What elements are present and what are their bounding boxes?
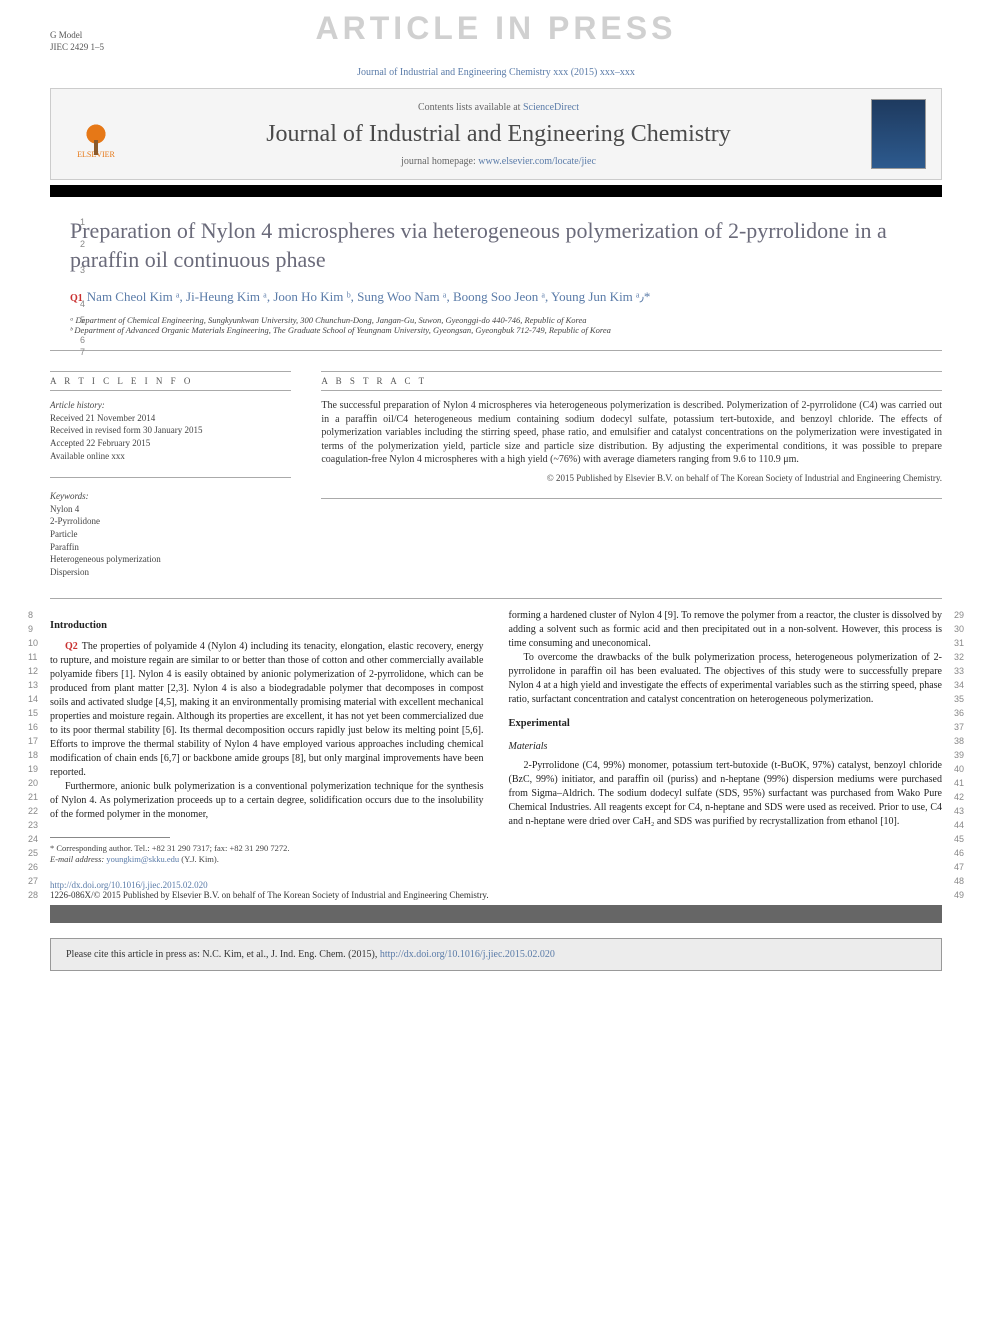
- keywords-block: Keywords: Nylon 4 2-Pyrrolidone Particle…: [50, 490, 291, 578]
- contents-line: Contents lists available at ScienceDirec…: [126, 102, 871, 113]
- available-date: Available online xxx: [50, 451, 125, 461]
- article-history: Article history: Received 21 November 20…: [50, 399, 291, 462]
- received-date: Received 21 November 2014: [50, 413, 155, 423]
- abstract-header: A B S T R A C T: [321, 371, 942, 391]
- line-number: 7: [80, 347, 85, 357]
- divider: [321, 498, 942, 499]
- query-marker-q1: Q1: [70, 293, 83, 304]
- homepage-line: journal homepage: www.elsevier.com/locat…: [126, 156, 871, 167]
- author-list: Q1 Nam Cheol Kim ᵃ, Ji-Heung Kim ᵃ, Joon …: [70, 289, 942, 305]
- homepage-link[interactable]: www.elsevier.com/locate/jiec: [478, 156, 596, 167]
- watermark-text: ARTICLE IN PRESS: [316, 10, 677, 47]
- keywords-label: Keywords:: [50, 491, 89, 501]
- elsevier-logo: ELSEVIER: [66, 99, 126, 169]
- corr-email-link[interactable]: youngkim@skku.edu: [106, 854, 179, 864]
- introduction-heading: Introduction: [50, 619, 484, 634]
- cite-doi-link[interactable]: http://dx.doi.org/10.1016/j.jiec.2015.02…: [380, 949, 555, 960]
- authors-text: Nam Cheol Kim ᵃ, Ji-Heung Kim ᵃ, Joon Ho…: [87, 289, 651, 304]
- query-marker-q2: Q2: [65, 641, 78, 652]
- journal-cover-thumbnail: [871, 99, 926, 169]
- divider: [50, 350, 942, 351]
- materials-heading: Materials: [509, 740, 943, 754]
- affiliation-b: ᵇ Department of Advanced Organic Materia…: [70, 325, 942, 335]
- homepage-pre: journal homepage:: [401, 156, 478, 167]
- bottom-bar: [50, 905, 942, 923]
- experimental-heading: Experimental: [509, 717, 943, 732]
- line-numbers-left: 8910111213141516171819202122232425262728: [28, 609, 38, 903]
- email-suffix: (Y.J. Kim).: [179, 854, 219, 864]
- corresponding-author-footnote: * Corresponding author. Tel.: +82 31 290…: [50, 843, 484, 865]
- body-column-left: 8910111213141516171819202122232425262728…: [50, 609, 484, 865]
- keyword: Paraffin: [50, 542, 79, 552]
- issn-copyright: 1226-086X/© 2015 Published by Elsevier B…: [50, 890, 489, 900]
- affiliations: ᵃ Department of Chemical Engineering, Su…: [70, 315, 942, 335]
- elsevier-tree-icon: [76, 110, 116, 150]
- affiliation-a: ᵃ Department of Chemical Engineering, Su…: [70, 315, 942, 325]
- keyword: Heterogeneous polymerization: [50, 554, 161, 564]
- footnote-separator: [50, 837, 170, 838]
- col2-paragraph-2: To overcome the drawbacks of the bulk po…: [509, 651, 943, 707]
- history-label: Article history:: [50, 400, 105, 410]
- col2-paragraph-1: forming a hardened cluster of Nylon 4 [9…: [509, 609, 943, 651]
- masthead: ELSEVIER Contents lists available at Sci…: [50, 88, 942, 180]
- sciencedirect-link[interactable]: ScienceDirect: [523, 102, 579, 113]
- keyword: Nylon 4: [50, 504, 79, 514]
- journal-reference: Journal of Industrial and Engineering Ch…: [50, 67, 942, 78]
- materials-paragraph: 2-Pyrrolidone (C4, 99%) monomer, potassi…: [509, 759, 943, 829]
- corr-author-line: * Corresponding author. Tel.: +82 31 290…: [50, 843, 484, 854]
- accepted-date: Accepted 22 February 2015: [50, 438, 150, 448]
- abstract-text: The successful preparation of Nylon 4 mi…: [321, 399, 942, 467]
- line-number: 6: [80, 335, 85, 345]
- keyword: Dispersion: [50, 567, 89, 577]
- journal-ref-link[interactable]: Journal of Industrial and Engineering Ch…: [357, 67, 635, 78]
- article-title: Preparation of Nylon 4 microspheres via …: [70, 217, 942, 274]
- line-numbers-right: 2930313233343536373839404142434445464748…: [954, 609, 964, 903]
- doi-block: http://dx.doi.org/10.1016/j.jiec.2015.02…: [50, 880, 942, 900]
- abstract-copyright: © 2015 Published by Elsevier B.V. on beh…: [321, 473, 942, 483]
- revised-date: Received in revised form 30 January 2015: [50, 425, 202, 435]
- cite-text: Please cite this article in press as: N.…: [66, 949, 380, 960]
- keyword: Particle: [50, 529, 78, 539]
- doi-link[interactable]: http://dx.doi.org/10.1016/j.jiec.2015.02…: [50, 880, 208, 890]
- keyword: 2-Pyrrolidone: [50, 516, 100, 526]
- intro-paragraph-1: Q2The properties of polyamide 4 (Nylon 4…: [50, 640, 484, 780]
- contents-pre: Contents lists available at: [418, 102, 523, 113]
- intro-paragraph-2: Furthermore, anionic bulk polymerization…: [50, 780, 484, 822]
- email-label: E-mail address:: [50, 854, 106, 864]
- masthead-underline: [50, 185, 942, 197]
- citation-box: Please cite this article in press as: N.…: [50, 938, 942, 971]
- divider: [50, 598, 942, 599]
- line-number: 5: [80, 315, 85, 325]
- body-column-right: 2930313233343536373839404142434445464748…: [509, 609, 943, 865]
- article-info-header: A R T I C L E I N F O: [50, 371, 291, 391]
- divider: [50, 477, 291, 478]
- journal-title: Journal of Industrial and Engineering Ch…: [126, 121, 871, 148]
